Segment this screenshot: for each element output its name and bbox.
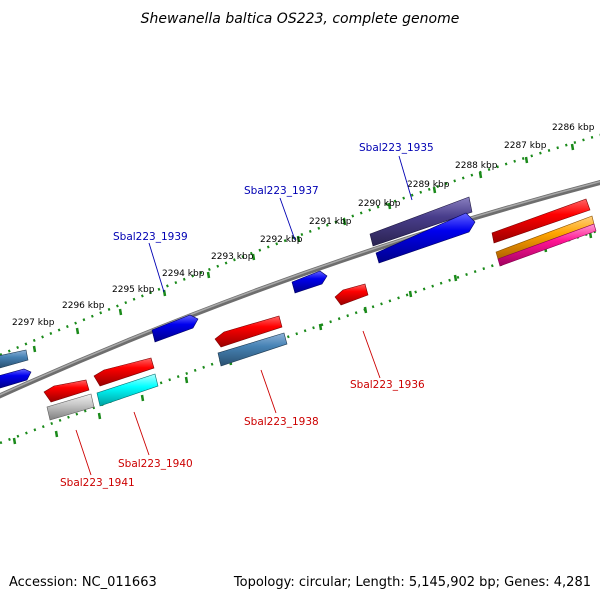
gene-arrow[interactable]: [0, 368, 32, 389]
gene-arrow[interactable]: [375, 212, 476, 264]
kbp-label: 2295 kbp: [112, 285, 155, 295]
genome-backbone: [0, 180, 600, 399]
kbp-label: 2292 kbp: [260, 235, 303, 245]
gene-arrow[interactable]: [491, 198, 591, 244]
kbp-label: 2291 kbp: [309, 217, 352, 227]
gene-arrow-sbal223-1940[interactable]: [93, 357, 155, 387]
kbp-label: 2289 kbp: [407, 180, 450, 190]
gene-arrow-sbal223-1941[interactable]: [43, 379, 90, 403]
page-title: Shewanella baltica OS223, complete genom…: [141, 11, 460, 27]
kbp-label: 2286 kbp: [552, 123, 595, 133]
topology-text: Topology: circular; Length: 5,145,902 bp…: [233, 575, 591, 590]
kbp-label: 2294 kbp: [162, 269, 205, 279]
outer-major-ticks: [32, 143, 575, 353]
gene-label-sbal223-1937: Sbal223_1937: [244, 185, 319, 197]
gene-arrow-sbal223-1938[interactable]: [214, 315, 283, 348]
gene-label-sbal223-1939: Sbal223_1939: [113, 231, 188, 243]
gene-label-sbal223-1941: Sbal223_1941: [60, 477, 135, 489]
gene-arrow[interactable]: [46, 393, 95, 421]
inner-major-ticks: [12, 231, 593, 445]
gene-arrow[interactable]: [217, 332, 288, 367]
gene-arrow[interactable]: [497, 223, 597, 267]
kbp-label: 2287 kbp: [504, 141, 547, 151]
reverse-callout-lines: [75, 330, 381, 476]
kbp-label: 2288 kbp: [455, 161, 498, 171]
gene-arrow-sbal223-1936[interactable]: [334, 283, 369, 306]
gene-arrow[interactable]: [96, 373, 159, 407]
gene-arrow-sbal223-1937[interactable]: [291, 270, 328, 294]
kbp-label: 2296 kbp: [62, 301, 105, 311]
gene-label-sbal223-1940: Sbal223_1940: [118, 458, 193, 470]
gene-arrow-sbal223-1939[interactable]: [151, 314, 199, 343]
gene-label-sbal223-1936: Sbal223_1936: [350, 379, 425, 391]
forward-callout-lines: [148, 155, 413, 293]
outer-tick-ring: [0, 133, 600, 357]
gene-arrow-sbal223-1935[interactable]: [369, 196, 473, 247]
gene-arrow[interactable]: [0, 349, 29, 369]
kbp-label: 2293 kbp: [211, 252, 254, 262]
gene-label-sbal223-1938: Sbal223_1938: [244, 416, 319, 428]
gene-label-sbal223-1935: Sbal223_1935: [359, 142, 434, 154]
kbp-label: 2297 kbp: [12, 318, 55, 328]
accession-text: Accession: NC_011663: [9, 575, 157, 590]
genome-backbone-highlight: [0, 180, 600, 396]
kbp-label: 2290 kbp: [358, 199, 401, 209]
